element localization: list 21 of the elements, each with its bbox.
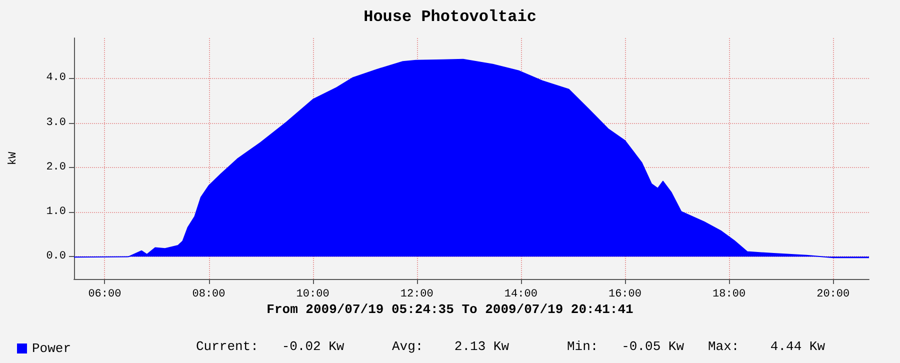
x-tick-label: 18:00: [712, 288, 746, 300]
y-tick-label: 4.0: [46, 72, 66, 84]
text: Max: 4.44 Kw: [708, 339, 826, 354]
y-tick-label: 1.0: [46, 206, 66, 218]
x-tick-label: 16:00: [608, 288, 642, 300]
chart-title: House Photovoltaic: [364, 8, 536, 26]
y-tick-label: 0.0: [46, 250, 66, 263]
x-tick-label: 12:00: [400, 288, 434, 300]
y-tick-label: 2.0: [46, 161, 66, 174]
legend-label: Power: [32, 341, 72, 356]
text: Min: -0.05 Kw: [567, 339, 684, 354]
x-tick-label: 08:00: [192, 288, 226, 300]
x-axis-title: From 2009/07/19 05:24:35 To 2009/07/19 20:41:41: [266, 302, 634, 317]
x-tick-label: 10:00: [296, 288, 330, 300]
text: Avg: 2.13 Kw: [392, 339, 510, 354]
x-tick-label: 06:00: [88, 288, 122, 300]
text: Current: -0.02 Kw: [196, 339, 344, 354]
x-tick-label: 14:00: [504, 288, 538, 300]
y-tick-label: 3.0: [46, 116, 66, 129]
y-axis-title: kW: [8, 152, 20, 166]
x-tick-label: 20:00: [816, 288, 850, 300]
